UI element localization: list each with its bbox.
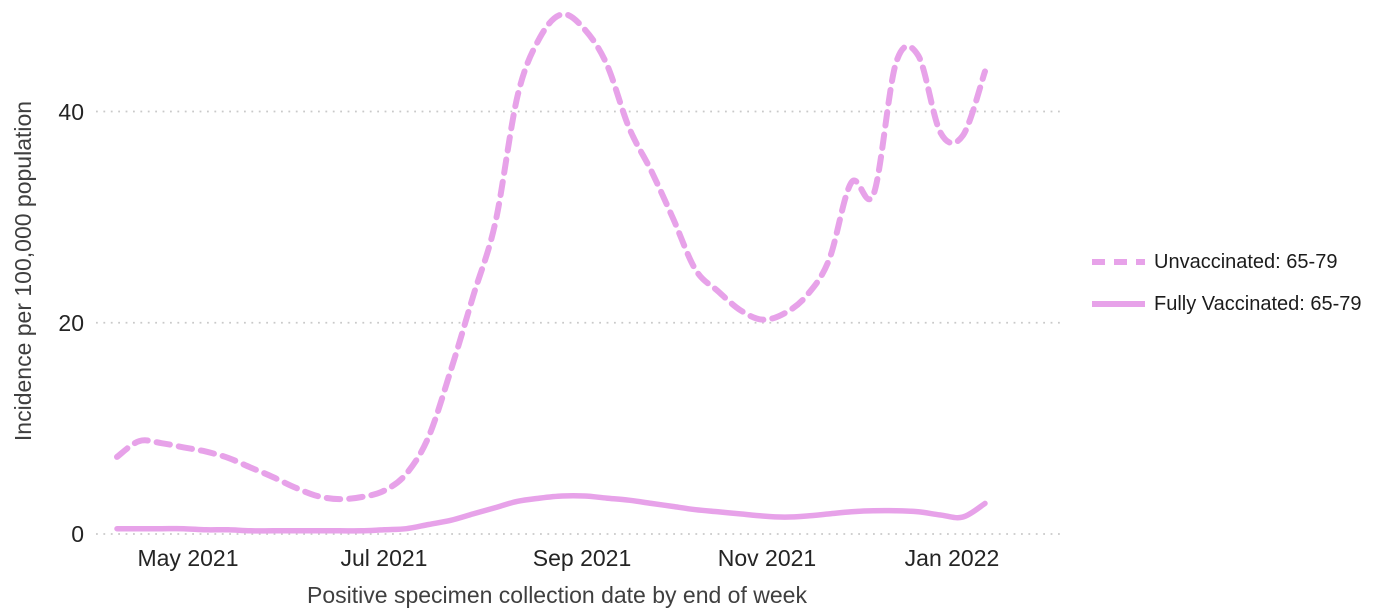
legend-item-solid[interactable]: Fully Vaccinated: 65-79 — [1090, 286, 1362, 322]
legend: Unvaccinated: 65-79 Fully Vaccinated: 65-… — [1090, 244, 1362, 322]
y-tick-label: 40 — [58, 98, 84, 125]
legend-item-dashed[interactable]: Unvaccinated: 65-79 — [1090, 244, 1362, 280]
y-tick-label: 0 — [71, 521, 84, 547]
series-line-solid[interactable] — [114, 492, 988, 534]
x-tick-label: Sep 2021 — [532, 545, 632, 571]
y-tick-label: 20 — [58, 309, 84, 336]
x-tick-label: May 2021 — [137, 545, 239, 571]
x-axis-title: Positive specimen collection date by end… — [307, 582, 807, 608]
legend-dashed-line-icon — [1092, 259, 1145, 265]
legend-label: Fully Vaccinated: 65-79 — [1154, 292, 1362, 315]
x-tick-label: Nov 2021 — [717, 545, 817, 571]
legend-label: Unvaccinated: 65-79 — [1154, 250, 1338, 273]
series-line-dashed[interactable] — [114, 11, 988, 503]
x-tick-label: Jan 2022 — [904, 545, 1000, 571]
x-tick-label: Jul 2021 — [340, 545, 428, 571]
legend-solid-line-icon — [1092, 301, 1145, 307]
